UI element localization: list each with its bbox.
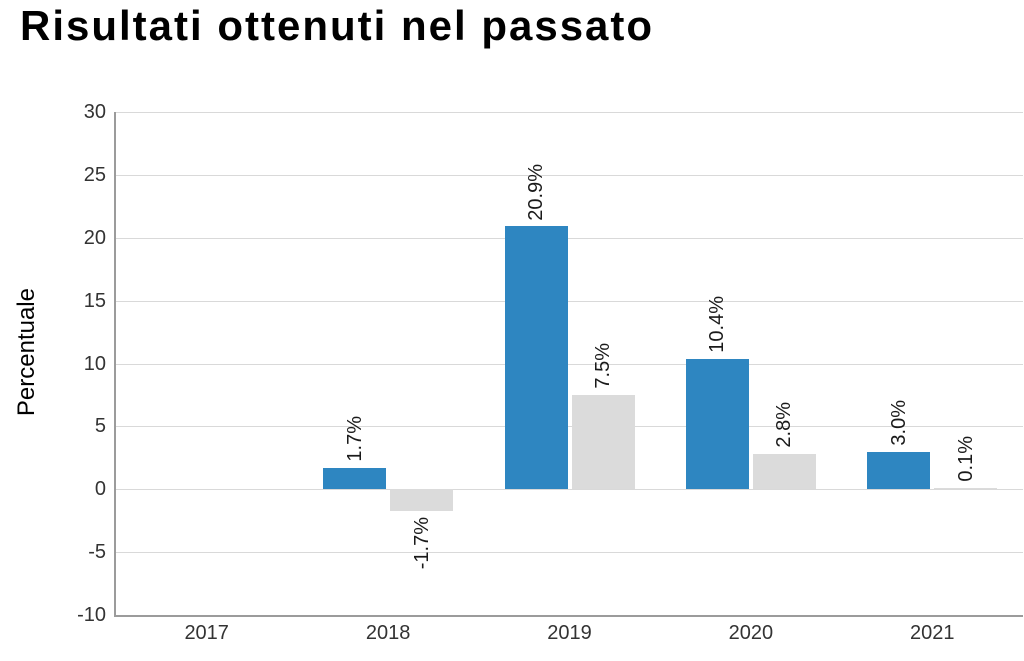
grid-line <box>116 300 1023 302</box>
bar-2020-gray <box>752 454 816 490</box>
bar-value-label: 10.4% <box>706 295 729 353</box>
y-tick-label: -10 <box>77 604 106 626</box>
y-tick-label: 30 <box>83 101 106 123</box>
grid-line <box>116 112 1023 113</box>
y-tick-label: 0 <box>94 478 106 501</box>
bar-value-label: 20.9% <box>525 163 547 221</box>
bar-2019-blue <box>504 226 568 490</box>
x-tick-label: 2017 <box>184 622 229 644</box>
bar-2021-blue <box>867 451 931 490</box>
x-tick-label: 2019 <box>547 622 592 644</box>
y-axis-line <box>114 112 116 615</box>
grid-line <box>116 426 1023 428</box>
bar-2018-blue <box>323 467 387 490</box>
bar-2021-gray <box>934 488 998 490</box>
grid-line <box>116 174 1023 176</box>
grid-line <box>116 489 1023 491</box>
bar-value-label: 3.0% <box>887 399 910 446</box>
y-tick-label: 15 <box>83 289 106 312</box>
bar-value-label: 1.7% <box>343 416 366 462</box>
y-tick-label: -5 <box>88 541 106 564</box>
x-tick-label: 2020 <box>728 622 774 644</box>
x-axis-line <box>114 615 1023 617</box>
y-tick-label: 25 <box>83 163 106 186</box>
y-tick-label: 20 <box>83 226 106 249</box>
x-tick-label: 2021 <box>910 622 955 644</box>
bar-2020-blue <box>685 358 749 490</box>
grid-line <box>116 363 1023 365</box>
grid-line <box>116 552 1023 554</box>
bar-2019-gray <box>571 394 635 490</box>
grid-line <box>116 237 1023 239</box>
x-tick-label: 2018 <box>365 622 411 644</box>
bar-value-label: -1.7% <box>410 516 433 569</box>
bar-value-label: 0.1% <box>954 436 977 482</box>
bar-value-label: 7.5% <box>592 343 614 389</box>
y-tick-label: 10 <box>83 352 106 375</box>
chart-title: Risultati ottenuti nel passato <box>20 2 655 49</box>
bar-value-label: 2.8% <box>773 402 796 448</box>
y-tick-label: 5 <box>94 415 106 438</box>
bar-2018-gray <box>390 489 454 511</box>
